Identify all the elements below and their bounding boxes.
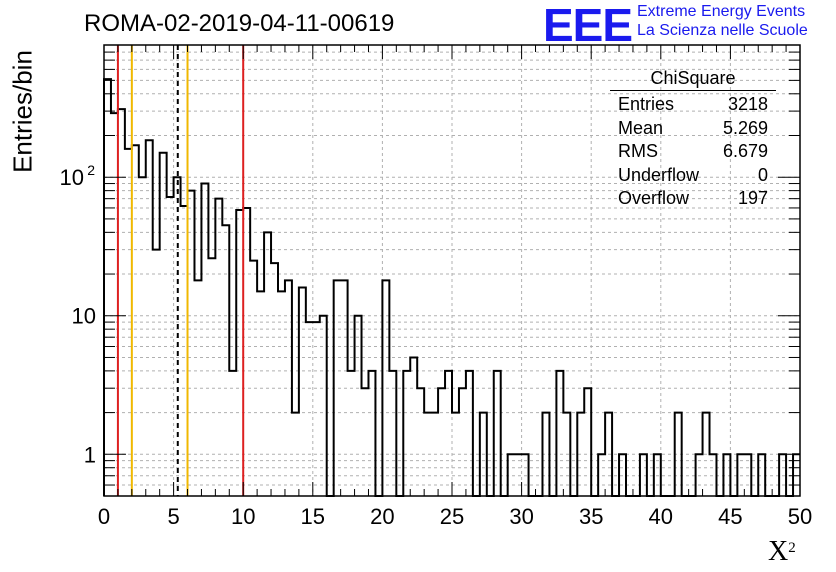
histogram-bin xyxy=(494,371,501,496)
stats-value: 6.679 xyxy=(722,141,768,161)
x-tick-label: 0 xyxy=(98,504,110,529)
histogram-bin xyxy=(389,371,396,496)
chart-title: ROMA-02-2019-04-11-00619 xyxy=(84,10,395,37)
stats-value: 0 xyxy=(757,164,768,185)
x-tick-label: 35 xyxy=(579,504,603,529)
x-tick-label: 25 xyxy=(440,504,464,529)
x-tick-label: 40 xyxy=(649,504,673,529)
x-tick-label: 45 xyxy=(718,504,742,529)
histogram-bin xyxy=(229,371,236,496)
histogram-bin xyxy=(403,371,410,496)
stats-value: 5.269 xyxy=(722,117,768,138)
stats-row-overflow: Overflow 197 xyxy=(610,187,776,211)
x-axis-label-main: X xyxy=(768,536,789,567)
histogram-bin xyxy=(146,140,153,496)
histogram-bin xyxy=(222,225,229,496)
reference-lines xyxy=(116,45,245,496)
logo-tagline-2: La Scienza nelle Scuole xyxy=(637,22,808,39)
stats-label: Overflow xyxy=(618,188,690,208)
stats-box: ChiSquare Entries 3218 Mean 5.269 RMS 6.679… xyxy=(610,68,776,211)
histogram-bin xyxy=(132,145,139,496)
histogram-bin xyxy=(459,388,466,496)
x-tick-label: 10 xyxy=(231,504,255,529)
histogram-bin xyxy=(313,322,320,496)
histogram-bin xyxy=(201,184,208,496)
stats-label: Entries xyxy=(618,94,675,114)
histogram-bin xyxy=(153,250,160,496)
stats-row-underflow: Underflow 0 xyxy=(610,164,776,188)
histogram-outline xyxy=(103,78,800,497)
histogram-bin xyxy=(445,371,452,496)
stats-label: RMS xyxy=(618,141,658,161)
histogram-series xyxy=(103,78,800,497)
histogram-bin xyxy=(556,371,563,496)
x-tick-label: 20 xyxy=(370,504,394,529)
stats-row-mean: Mean 5.269 xyxy=(610,117,776,141)
eee-logo: EEE xyxy=(543,0,633,51)
y-tick-label: 1 xyxy=(84,442,96,467)
histogram-bin xyxy=(438,388,445,496)
x-tick-label: 30 xyxy=(509,504,533,529)
histogram-bin xyxy=(264,232,271,496)
histogram-bin xyxy=(355,316,362,496)
histogram-bin xyxy=(348,371,355,496)
histogram-bin xyxy=(236,210,243,496)
stats-value: 197 xyxy=(737,188,768,208)
histogram-bin xyxy=(139,177,146,496)
y-tick-label: 10 xyxy=(72,304,96,329)
histogram-bin xyxy=(243,208,250,496)
stats-row-rms: RMS 6.679 xyxy=(610,140,776,164)
axes xyxy=(103,44,801,497)
histogram-bin xyxy=(160,153,167,496)
x-axis-label: X2 xyxy=(768,536,796,568)
y-axis-label: Entries/bin xyxy=(7,50,38,173)
histogram-bin xyxy=(215,199,222,496)
stats-title: ChiSquare xyxy=(610,68,776,91)
x-tick-label: 5 xyxy=(167,504,179,529)
histogram-bin xyxy=(111,113,118,496)
logo-tagline-1: Extreme Energy Events xyxy=(637,3,806,20)
histogram-bin xyxy=(104,79,111,496)
histogram-bin xyxy=(118,109,125,496)
x-tick-label: 15 xyxy=(301,504,325,529)
histogram-bin xyxy=(368,371,375,496)
x-tick-label: 50 xyxy=(788,504,812,529)
histogram-bin xyxy=(320,316,327,496)
histogram-bin xyxy=(299,287,306,496)
histogram-bin xyxy=(417,388,424,496)
histogram-bin xyxy=(188,191,195,496)
stats-label: Mean xyxy=(618,117,664,138)
histogram-bin xyxy=(410,357,417,496)
x-axis-label-superscript: 2 xyxy=(788,540,796,556)
histogram-bin xyxy=(362,388,369,496)
y-tick-label-exponent: 2 xyxy=(87,162,95,178)
histogram-bin xyxy=(584,388,591,496)
stats-value: 3218 xyxy=(727,94,768,114)
stats-label: Underflow xyxy=(618,164,700,185)
y-tick-label: 10 xyxy=(60,165,84,190)
histogram-bin xyxy=(466,371,473,496)
stats-row-entries: Entries 3218 xyxy=(610,93,776,117)
histogram-bin xyxy=(306,322,313,496)
